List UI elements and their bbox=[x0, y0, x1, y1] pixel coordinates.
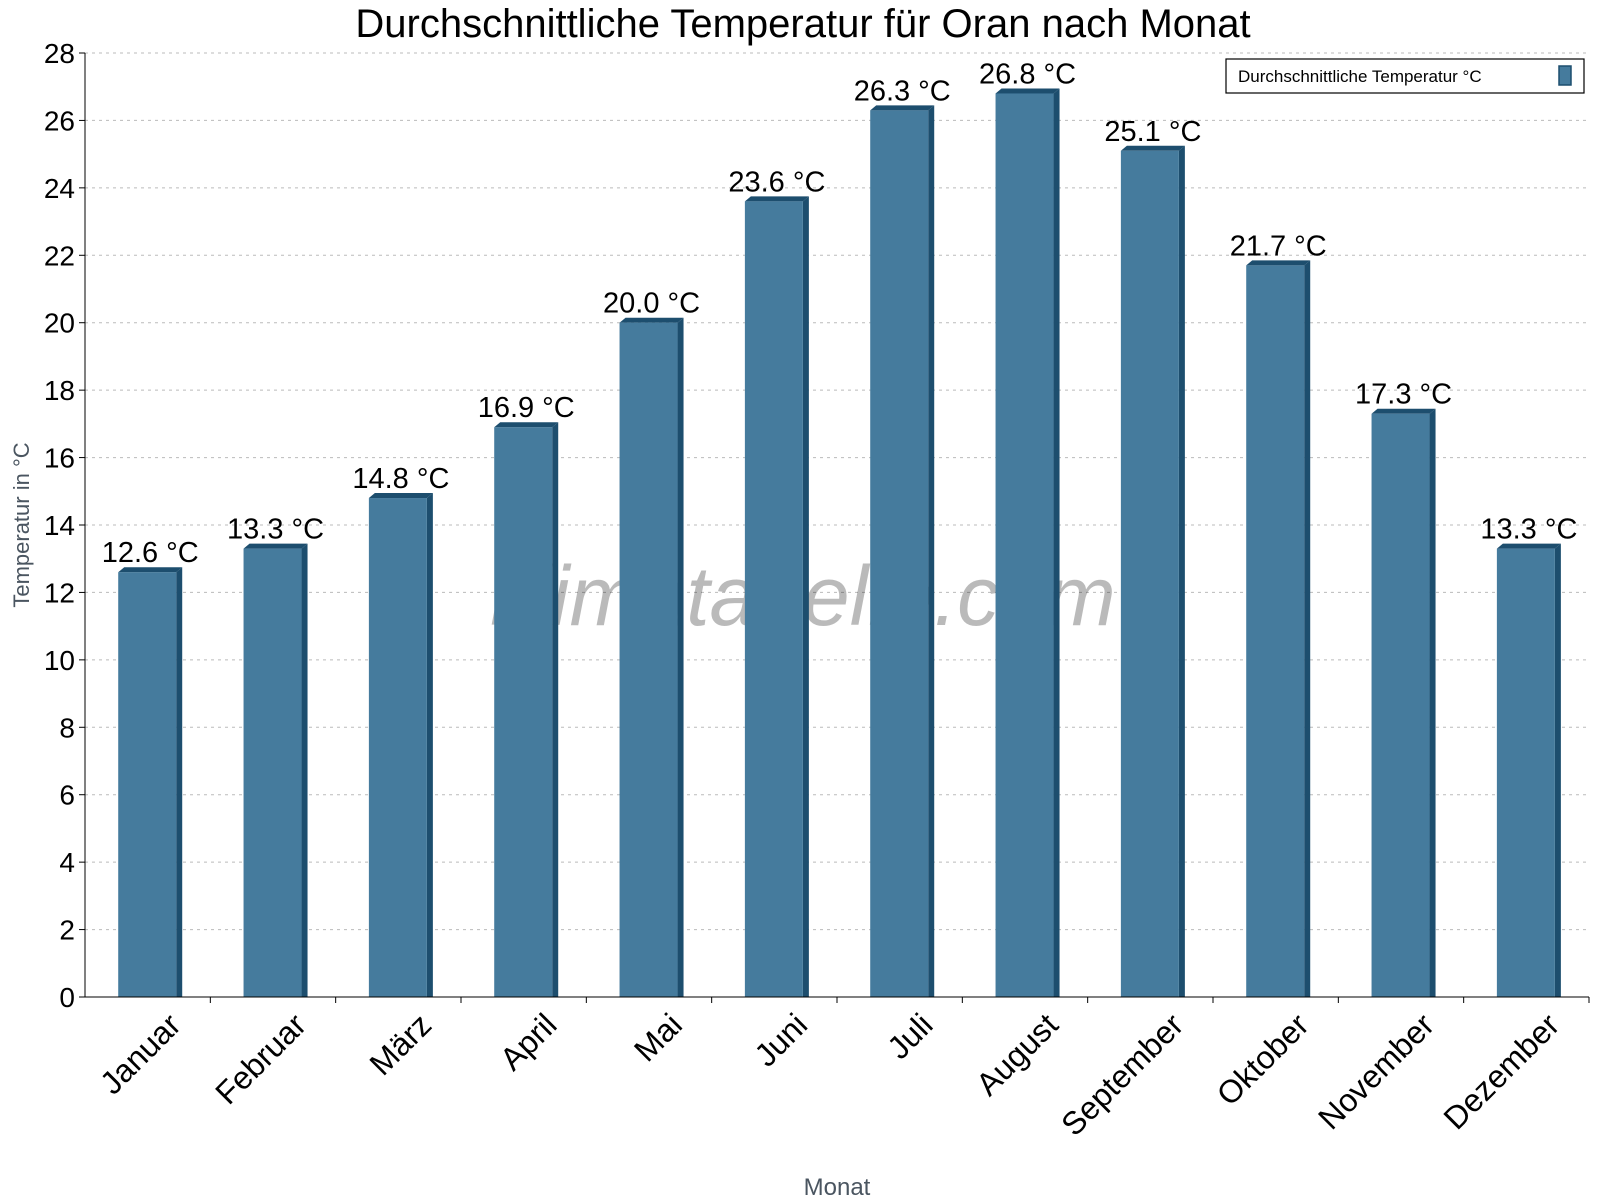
bar-top bbox=[494, 422, 559, 428]
data-label: 17.3 °C bbox=[1355, 379, 1452, 411]
bar-side bbox=[552, 422, 559, 997]
bar-side bbox=[176, 567, 183, 997]
y-tick-label: 2 bbox=[59, 915, 75, 946]
y-axis-label: Temperatur in °C bbox=[9, 442, 34, 607]
y-tick-label: 26 bbox=[44, 105, 75, 136]
legend-swatch bbox=[1558, 65, 1572, 86]
bar-top bbox=[368, 493, 433, 499]
bar-group: 16.9 °C bbox=[478, 392, 575, 997]
x-tick-label: September bbox=[1054, 1006, 1190, 1142]
bar bbox=[368, 498, 427, 997]
bar-side bbox=[928, 105, 935, 998]
bar-group: 21.7 °C bbox=[1230, 230, 1327, 997]
x-axis-label: Monat bbox=[804, 1174, 871, 1200]
x-tick-label: April bbox=[493, 1006, 564, 1077]
x-tick-label: Oktober bbox=[1210, 1006, 1316, 1112]
y-tick-label: 16 bbox=[44, 443, 75, 474]
bar bbox=[1496, 548, 1555, 997]
bar bbox=[995, 93, 1054, 997]
bar-group: 25.1 °C bbox=[1104, 116, 1201, 997]
bar-side bbox=[1178, 145, 1185, 997]
bar-side bbox=[677, 317, 684, 997]
bar-top bbox=[1120, 145, 1185, 151]
x-tick-label: Juli bbox=[880, 1006, 939, 1065]
bar-top bbox=[243, 543, 308, 549]
x-tick-label: Januar bbox=[93, 1006, 188, 1101]
y-tick-label: 20 bbox=[44, 308, 75, 339]
data-label: 14.8 °C bbox=[352, 463, 449, 495]
bar-group: 12.6 °C bbox=[102, 537, 199, 997]
bar-side bbox=[1053, 88, 1060, 997]
bar-side bbox=[426, 493, 433, 997]
y-tick-label: 12 bbox=[44, 577, 75, 608]
bar bbox=[1120, 150, 1179, 997]
data-label: 16.9 °C bbox=[478, 392, 575, 424]
bar-group: 26.8 °C bbox=[979, 58, 1076, 997]
bar-group: 14.8 °C bbox=[352, 463, 449, 997]
bar-side bbox=[1429, 408, 1436, 997]
bar bbox=[118, 572, 177, 997]
data-label: 12.6 °C bbox=[102, 537, 199, 569]
bar-side bbox=[1554, 543, 1561, 997]
grid-lines bbox=[85, 52, 1589, 931]
bar-group: 13.3 °C bbox=[1480, 514, 1577, 997]
bar-top bbox=[118, 567, 183, 573]
bar-top bbox=[1371, 408, 1436, 414]
bar-group: 20.0 °C bbox=[603, 288, 700, 997]
y-tick-label: 8 bbox=[59, 712, 75, 743]
x-tick-label: Dezember bbox=[1436, 1006, 1566, 1136]
legend-box bbox=[1225, 58, 1585, 94]
data-label: 25.1 °C bbox=[1104, 116, 1201, 148]
bar-group: 17.3 °C bbox=[1355, 379, 1452, 997]
x-tick-label: November bbox=[1311, 1006, 1441, 1136]
x-tick-label: Februar bbox=[208, 1006, 313, 1111]
bar-group: 23.6 °C bbox=[728, 166, 825, 998]
bar-side bbox=[301, 543, 308, 997]
data-label: 13.3 °C bbox=[227, 514, 324, 546]
bar bbox=[243, 548, 302, 997]
data-label: 23.6 °C bbox=[728, 166, 825, 198]
y-tick-label: 14 bbox=[44, 510, 75, 541]
bar-top bbox=[1246, 260, 1311, 266]
y-tick-label: 24 bbox=[44, 173, 75, 204]
y-tick-label: 18 bbox=[44, 375, 75, 406]
y-tick-label: 28 bbox=[44, 38, 75, 69]
bar-side bbox=[802, 196, 809, 998]
data-label: 26.3 °C bbox=[854, 75, 951, 107]
legend-label: Durchschnittliche Temperatur °C bbox=[1238, 67, 1482, 86]
bar bbox=[619, 322, 678, 997]
bar-top bbox=[995, 88, 1060, 94]
bar-side bbox=[1304, 260, 1311, 997]
data-label: 20.0 °C bbox=[603, 288, 700, 320]
data-label: 26.8 °C bbox=[979, 58, 1076, 90]
bar bbox=[1371, 413, 1430, 997]
x-tick-label: Juni bbox=[747, 1006, 814, 1073]
bar-top bbox=[870, 105, 935, 111]
y-tick-label: 22 bbox=[44, 240, 75, 271]
y-tick-label: 4 bbox=[59, 847, 75, 878]
chart-title: Durchschnittliche Temperatur für Oran na… bbox=[355, 2, 1250, 46]
bar bbox=[1246, 265, 1305, 997]
x-tick-label: Mai bbox=[627, 1006, 689, 1068]
bar bbox=[494, 427, 553, 997]
x-tick-label: August bbox=[969, 1006, 1065, 1102]
bar-group: 13.3 °C bbox=[227, 514, 324, 997]
bars: 12.6 °C 13.3 °C 14.8 °C 16.9 °C 20.0 °C 23.6 … bbox=[102, 58, 1577, 998]
x-tick-label: März bbox=[363, 1006, 439, 1082]
data-label: 13.3 °C bbox=[1480, 514, 1577, 546]
y-tick-label: 6 bbox=[59, 780, 75, 811]
bar-top bbox=[619, 317, 684, 323]
y-tick-label: 0 bbox=[59, 982, 75, 1013]
legend: Durchschnittliche Temperatur °C bbox=[1225, 58, 1585, 94]
bar bbox=[870, 110, 929, 998]
bar bbox=[744, 201, 803, 998]
y-tick-label: 10 bbox=[44, 645, 75, 676]
bar-group: 26.3 °C bbox=[854, 75, 951, 998]
data-label: 21.7 °C bbox=[1230, 230, 1327, 262]
bar-top bbox=[744, 196, 809, 202]
bar-top bbox=[1496, 543, 1561, 549]
